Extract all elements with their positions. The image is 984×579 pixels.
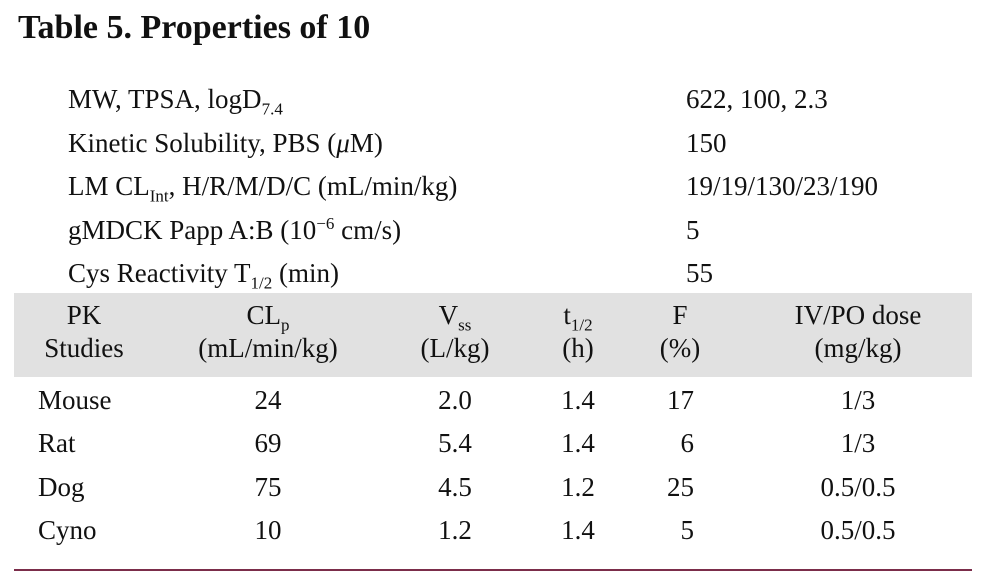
text: Cys Reactivity T — [68, 258, 251, 288]
cell: 1/3 — [840, 385, 876, 415]
text: (h) — [562, 333, 594, 363]
property-label: Cys Reactivity T1/2 (min) — [68, 258, 339, 291]
property-label: gMDCK Papp A:B (10−6 cm/s) — [68, 215, 401, 245]
column-header: (h) — [562, 333, 593, 363]
cell: 5 — [680, 515, 695, 545]
text: CL — [246, 300, 282, 330]
column-header: F — [672, 300, 687, 330]
property-label: LM CLInt, H/R/M/D/C (mL/min/kg) — [68, 171, 458, 204]
text: t — [563, 300, 571, 330]
text: (mg/kg) — [814, 333, 902, 363]
cell: 6 — [680, 428, 695, 458]
subscript: 7.4 — [261, 99, 283, 119]
row-label: Rat — [38, 428, 76, 458]
cell: 5.4 — [438, 428, 472, 458]
column-header: Studies — [44, 333, 124, 363]
subscript: Int — [149, 186, 169, 206]
text: LM CL — [68, 171, 150, 201]
cell: 2.0 — [438, 385, 472, 415]
text: V — [438, 300, 459, 330]
cell: 1.2 — [438, 515, 472, 545]
property-label: MW, TPSA, logD7.4 — [68, 84, 283, 117]
table-title: Table 5. Properties of 10 — [18, 9, 371, 46]
row-label: Dog — [38, 472, 85, 502]
property-label: Kinetic Solubility, PBS (μM) — [68, 128, 383, 158]
cell: 24 — [254, 385, 282, 415]
text: M) — [349, 127, 383, 158]
text: (mL/min/kg) — [198, 333, 338, 363]
cell: 1.2 — [561, 472, 595, 502]
cell: 25 — [667, 472, 694, 502]
superscript: −6 — [316, 213, 335, 233]
cell: 1/3 — [840, 428, 876, 458]
row-label: Cyno — [38, 515, 97, 545]
property-value: 19/19/130/23/190 — [686, 171, 879, 201]
text: Kinetic Solubility, PBS ( — [68, 127, 337, 158]
text: cm/s) — [334, 214, 402, 245]
bottom-rule — [14, 569, 972, 571]
text: (L/kg) — [420, 333, 490, 363]
cell: 1.4 — [561, 385, 595, 415]
column-header: Vss — [438, 300, 472, 333]
cell: 4.5 — [438, 472, 472, 502]
row-label: Mouse — [38, 385, 112, 415]
cell: 17 — [667, 385, 694, 415]
italic: μ — [336, 127, 350, 158]
cell: 10 — [254, 515, 282, 545]
text: MW, TPSA, logD — [68, 84, 262, 114]
column-header: t1/2 — [563, 300, 592, 333]
cell: 1.4 — [561, 515, 595, 545]
text: IV/PO dose — [794, 300, 922, 330]
cell: 1.4 — [561, 428, 595, 458]
subscript: ss — [458, 315, 472, 335]
cell: 75 — [254, 472, 282, 502]
property-value: 622, 100, 2.3 — [686, 84, 828, 114]
subscript: p — [281, 315, 290, 335]
column-header: PK — [67, 300, 102, 330]
cell: 0.5/0.5 — [820, 472, 896, 502]
text: gMDCK Papp A:B (10 — [68, 214, 317, 245]
text: PK — [66, 300, 102, 330]
text: (%) — [659, 333, 701, 363]
column-header: (L/kg) — [421, 333, 490, 363]
column-header: CLp — [246, 300, 289, 333]
header-band — [14, 293, 972, 377]
column-header: IV/PO dose — [795, 300, 922, 330]
text: (min) — [272, 258, 339, 288]
column-header: (mL/min/kg) — [198, 333, 337, 363]
text: F — [672, 300, 688, 330]
subscript: 1/2 — [250, 273, 273, 293]
text: , H/R/M/D/C (mL/min/kg) — [168, 171, 458, 201]
cell: 0.5/0.5 — [820, 515, 896, 545]
text: Studies — [44, 333, 124, 363]
property-value: 5 — [686, 214, 700, 245]
subscript: 1/2 — [570, 315, 593, 335]
property-value: 150 — [686, 127, 727, 158]
column-header: (mg/kg) — [815, 333, 902, 363]
column-header: (%) — [660, 333, 700, 363]
cell: 69 — [254, 428, 282, 458]
property-value: 55 — [686, 258, 713, 288]
